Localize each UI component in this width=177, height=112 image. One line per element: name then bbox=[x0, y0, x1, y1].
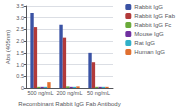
svg-text:Rabbit IgG Fab: Rabbit IgG Fab bbox=[134, 13, 175, 19]
svg-text:1.5: 1.5 bbox=[16, 50, 24, 56]
svg-text:Rabbit IgG: Rabbit IgG bbox=[134, 4, 163, 10]
svg-text:50 ng/mL: 50 ng/mL bbox=[87, 90, 110, 96]
svg-text:0.5: 0.5 bbox=[16, 73, 24, 79]
svg-text:1.0: 1.0 bbox=[16, 62, 24, 68]
svg-text:2.5: 2.5 bbox=[16, 26, 24, 32]
svg-text:3.0: 3.0 bbox=[16, 15, 24, 21]
svg-text:3.5: 3.5 bbox=[16, 3, 24, 9]
svg-text:500 ng/mL: 500 ng/mL bbox=[28, 90, 54, 96]
svg-text:Human IgG: Human IgG bbox=[134, 49, 165, 55]
svg-text:Rat IgG: Rat IgG bbox=[134, 40, 155, 46]
svg-text:Abs (405nm): Abs (405nm) bbox=[5, 30, 11, 64]
svg-text:0: 0 bbox=[21, 85, 24, 91]
svg-text:Recombinant Rabbit IgG Fab Ant: Recombinant Rabbit IgG Fab Antibody bbox=[18, 101, 120, 107]
svg-text:Mouse IgG: Mouse IgG bbox=[134, 31, 164, 37]
svg-text:200 ng/mL: 200 ng/mL bbox=[57, 90, 83, 96]
svg-text:Rabbit IgG Fc: Rabbit IgG Fc bbox=[134, 22, 171, 28]
svg-text:2.0: 2.0 bbox=[16, 38, 24, 44]
